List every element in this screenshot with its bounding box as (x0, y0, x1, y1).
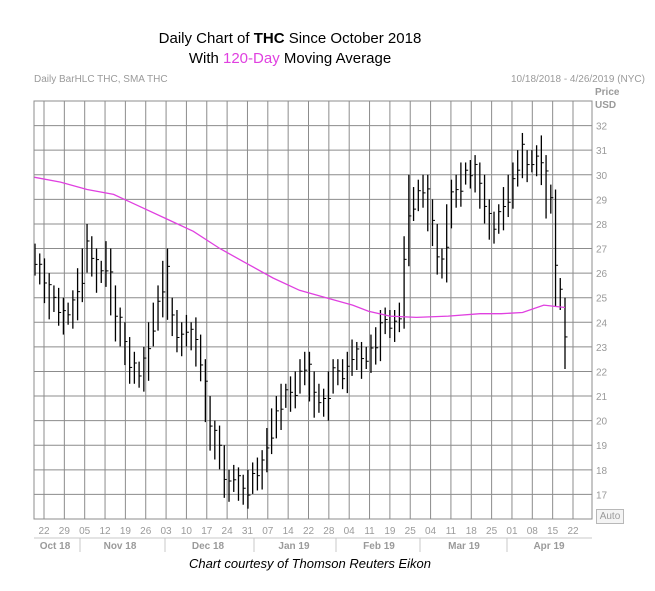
x-tick-label: 15 (547, 526, 559, 537)
x-tick-label: 25 (486, 526, 498, 537)
x-tick-label: 05 (79, 526, 91, 537)
chart-grid (34, 101, 592, 519)
x-tick-label: 10 (181, 526, 193, 537)
x-tick-label: 11 (364, 526, 375, 537)
price-bars (34, 132, 568, 509)
chart-title-line1: Daily Chart of THC Since October 2018 (158, 30, 422, 47)
x-month-label: Feb 19 (363, 541, 395, 552)
x-tick-label: 25 (405, 526, 417, 537)
date-range: 10/18/2018 - 4/26/2019 (NYC) (511, 74, 645, 85)
x-tick-label: 18 (466, 526, 478, 537)
y-tick-label: 20 (596, 417, 608, 428)
y-tick-label: 27 (596, 245, 608, 256)
x-month-label: Jan 19 (278, 541, 310, 552)
plot-border (33, 100, 593, 520)
x-tick-label: 17 (201, 526, 213, 537)
x-tick-label: 03 (161, 526, 173, 537)
x-tick-label: 22 (38, 526, 50, 537)
x-tick-label: 24 (222, 526, 234, 537)
x-tick-label: 04 (344, 526, 356, 537)
y-axis-tick-labels: 17 18 19 20 21 22 23 24 25 26 27 28 29 30 31 32 (596, 122, 608, 502)
x-tick-label: 26 (140, 526, 152, 537)
x-tick-label: 07 (262, 526, 274, 537)
x-tick-label: 11 (446, 526, 457, 537)
y-tick-label: 28 (596, 220, 608, 231)
x-month-label: Nov 18 (104, 541, 137, 552)
x-month-label: Mar 19 (448, 541, 480, 552)
y-tick-label: 30 (596, 171, 608, 182)
chart-title-line2: With 120-Day Moving Average (188, 50, 392, 67)
y-tick-label: 24 (596, 318, 608, 329)
y-tick-label: 23 (596, 343, 608, 354)
y-tick-label: 26 (596, 269, 608, 280)
y-tick-label: 25 (596, 294, 608, 305)
x-tick-label: 22 (303, 526, 315, 537)
series-header: Daily BarHLC THC, SMA THC (34, 74, 168, 85)
y-tick-label: 31 (596, 146, 608, 157)
x-tick-label: 04 (425, 526, 437, 537)
x-month-label: Dec 18 (192, 541, 225, 552)
currency-axis-label: USD (595, 100, 617, 111)
x-month-label: Apr 19 (533, 541, 565, 552)
x-tick-label: 14 (283, 526, 295, 537)
y-tick-label: 21 (596, 392, 608, 403)
x-tick-label: 08 (527, 526, 539, 537)
y-tick-label: 19 (596, 441, 608, 452)
x-tick-label: 12 (99, 526, 111, 537)
auto-scale-button[interactable]: Auto (596, 509, 624, 524)
y-tick-label: 32 (596, 122, 608, 133)
x-tick-label: 31 (242, 526, 254, 537)
x-tick-label: 19 (120, 526, 132, 537)
y-tick-label: 18 (596, 466, 608, 477)
y-tick-label: 17 (596, 490, 608, 501)
y-tick-label: 29 (596, 195, 608, 206)
x-tick-label: 28 (323, 526, 335, 537)
x-month-label: Oct 18 (40, 541, 71, 552)
chart-caption: Chart courtesy of Thomson Reuters Eikon (188, 556, 432, 571)
x-axis-tick-labels: 22 29 05 12 19 26 03 10 17 24 31 07 14 22 28 04 11 19 25 04… (34, 526, 592, 552)
y-tick-label: 22 (596, 367, 608, 378)
x-tick-label: 01 (506, 526, 518, 537)
x-tick-label: 19 (384, 526, 396, 537)
x-tick-label: 29 (59, 526, 71, 537)
sma-line (33, 176, 566, 319)
x-tick-label: 22 (567, 526, 579, 537)
price-axis-label: Price (595, 87, 620, 98)
